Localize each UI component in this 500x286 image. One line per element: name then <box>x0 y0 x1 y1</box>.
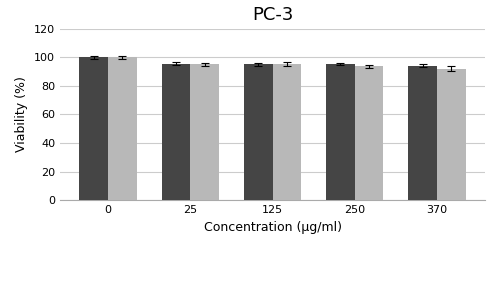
Bar <box>244 64 272 200</box>
Bar <box>408 66 437 200</box>
Y-axis label: Viability (%): Viability (%) <box>16 76 28 152</box>
X-axis label: Concentration (μg/ml): Concentration (μg/ml) <box>204 221 342 234</box>
Bar <box>80 57 108 200</box>
Bar <box>190 64 219 200</box>
Bar <box>326 64 354 200</box>
Bar <box>437 69 466 200</box>
Bar <box>108 57 137 200</box>
Bar <box>354 66 384 200</box>
Bar <box>272 64 302 200</box>
Title: PC-3: PC-3 <box>252 6 293 24</box>
Bar <box>162 63 190 200</box>
